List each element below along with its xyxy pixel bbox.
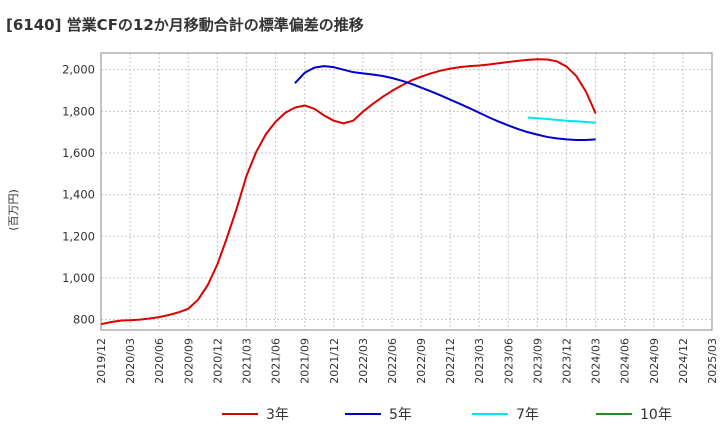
series-line-1: [100, 58, 597, 326]
x-tick-label: 2020/12: [211, 338, 224, 384]
x-tick-label: 2023/06: [502, 338, 515, 384]
y-tick-label: 1,600: [62, 146, 95, 160]
plot-border: [100, 52, 713, 331]
x-tick-label: 2022/03: [357, 338, 370, 384]
series-line-3: [527, 116, 596, 124]
x-tick-label: 2025/03: [706, 338, 719, 384]
chart-title: [6140] 営業CFの12か月移動合計の標準偏差の推移: [6, 16, 364, 34]
y-axis-label: (百万円): [7, 189, 20, 231]
x-tick-label: 2023/09: [531, 338, 544, 384]
x-tick-label: 2020/03: [124, 338, 137, 384]
y-tick-label: 1,000: [62, 271, 95, 285]
y-tick-label: 2,000: [62, 63, 95, 77]
x-tick-label: 2022/09: [415, 338, 428, 384]
y-tick-label: 1,400: [62, 188, 95, 202]
legend-label-1: 3年: [266, 407, 289, 423]
x-tick-label: 2020/09: [182, 338, 195, 384]
x-tick-label: 2022/12: [444, 338, 457, 384]
x-tick-label: 2024/06: [619, 338, 632, 384]
x-tick-label: 2022/06: [386, 338, 399, 384]
plot-background: [101, 53, 712, 330]
x-tick-label: 2024/12: [677, 338, 690, 384]
x-tick-label: 2020/06: [153, 338, 166, 384]
legend-label-3: 7年: [516, 407, 539, 423]
x-tick-label: 2021/03: [240, 338, 253, 384]
x-tick-label: 2024/03: [590, 338, 603, 384]
y-tick-label: 1,800: [62, 104, 95, 118]
x-tick-label: 2023/03: [473, 338, 486, 384]
x-tick-label: 2021/09: [299, 338, 312, 384]
x-tick-label: 2021/12: [328, 338, 341, 384]
x-tick-label: 2023/12: [561, 338, 574, 384]
legend-label-2: 5年: [389, 407, 412, 423]
y-tick-label: 800: [73, 313, 95, 327]
legend-label-4: 10年: [640, 407, 672, 423]
x-tick-label: 2021/06: [270, 338, 283, 384]
x-tick-label: 2024/09: [648, 338, 661, 384]
series-line-2: [294, 65, 596, 142]
plot-area: 800 1,000 1,200 1,400 1,600 1,800 2,000 2019/12…: [62, 52, 719, 384]
x-tick-label: 2019/12: [95, 338, 108, 384]
legend: 3年 5年 7年 10年: [222, 407, 672, 423]
y-tick-label: 1,200: [62, 229, 95, 243]
